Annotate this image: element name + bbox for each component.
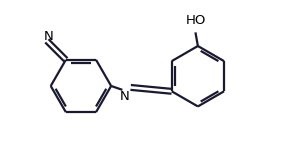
Text: HO: HO [185,14,206,27]
Text: N: N [44,30,54,43]
Text: N: N [120,90,130,103]
